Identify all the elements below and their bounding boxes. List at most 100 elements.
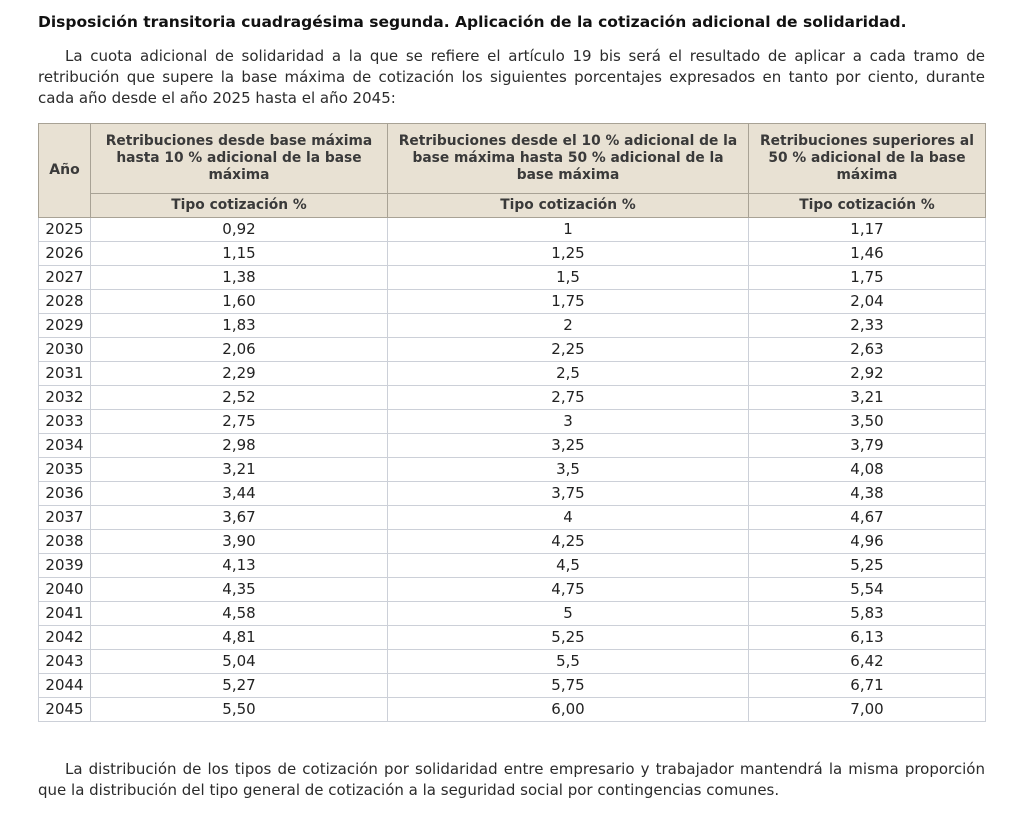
year-cell: 2026	[38, 241, 91, 266]
rate-cell: 1,38	[90, 265, 388, 290]
table-row: 2041 4,58 5 5,83	[38, 601, 986, 626]
rate-cell: 4,96	[748, 529, 986, 554]
rate-cell: 4,81	[90, 625, 388, 650]
rate-cell: 2,98	[90, 433, 388, 458]
rate-cell: 5,5	[387, 649, 749, 674]
rate-cell: 5,27	[90, 673, 388, 698]
rate-cell: 3,90	[90, 529, 388, 554]
solidarity-contribution-rates-table: Año Retribuciones desde base máxima hast…	[38, 123, 986, 722]
year-cell: 2045	[38, 697, 91, 722]
year-cell: 2039	[38, 553, 91, 578]
rate-cell: 3,50	[748, 409, 986, 434]
rate-cell: 4,67	[748, 505, 986, 530]
table-row: 2036 3,44 3,75 4,38	[38, 481, 986, 506]
table-row: 2031 2,29 2,5 2,92	[38, 361, 986, 386]
rate-cell: 2,5	[387, 361, 749, 386]
table-row: 2043 5,04 5,5 6,42	[38, 649, 986, 674]
year-cell: 2028	[38, 289, 91, 314]
rate-cell: 1	[387, 217, 749, 242]
rate-cell: 1,15	[90, 241, 388, 266]
year-cell: 2037	[38, 505, 91, 530]
table-header: Año Retribuciones desde base máxima hast…	[38, 123, 986, 218]
table-row: 2034 2,98 3,25 3,79	[38, 433, 986, 458]
rate-cell: 4	[387, 505, 749, 530]
rate-cell: 5,25	[387, 625, 749, 650]
rate-cell: 4,35	[90, 577, 388, 602]
rate-cell: 3,25	[387, 433, 749, 458]
rate-cell: 4,38	[748, 481, 986, 506]
year-cell: 2033	[38, 409, 91, 434]
year-cell: 2034	[38, 433, 91, 458]
header-row-tiers: Año Retribuciones desde base máxima hast…	[38, 123, 986, 218]
rate-cell: 2,75	[90, 409, 388, 434]
rate-cell: 7,00	[748, 697, 986, 722]
rate-cell: 3,21	[90, 457, 388, 482]
closing-paragraph: La distribución de los tipos de cotizaci…	[38, 760, 985, 799]
rate-cell: 4,08	[748, 457, 986, 482]
rate-cell: 2,04	[748, 289, 986, 314]
rate-cell: 2,06	[90, 337, 388, 362]
rate-cell: 5,54	[748, 577, 986, 602]
subheader-rate-tier-1: Tipo cotización %	[90, 193, 388, 218]
rate-cell: 6,13	[748, 625, 986, 650]
year-cell: 2025	[38, 217, 91, 242]
page-title: Disposición transitoria cuadragésima seg…	[38, 13, 907, 31]
intro-paragraph: La cuota adicional de solidaridad a la q…	[38, 47, 985, 107]
year-cell: 2040	[38, 577, 91, 602]
rate-cell: 6,42	[748, 649, 986, 674]
year-cell: 2035	[38, 457, 91, 482]
rate-cell: 2,25	[387, 337, 749, 362]
rate-cell: 2,63	[748, 337, 986, 362]
year-cell: 2031	[38, 361, 91, 386]
table-row: 2028 1,60 1,75 2,04	[38, 289, 986, 314]
rate-cell: 1,75	[748, 265, 986, 290]
rate-cell: 5,83	[748, 601, 986, 626]
table-row: 2026 1,15 1,25 1,46	[38, 241, 986, 266]
year-cell: 2029	[38, 313, 91, 338]
table-row: 2045 5,50 6,00 7,00	[38, 697, 986, 722]
table-row: 2035 3,21 3,5 4,08	[38, 457, 986, 482]
rate-cell: 0,92	[90, 217, 388, 242]
rate-cell: 2,29	[90, 361, 388, 386]
year-cell: 2041	[38, 601, 91, 626]
table-row: 2030 2,06 2,25 2,63	[38, 337, 986, 362]
year-column-header: Año	[38, 123, 91, 218]
rate-cell: 4,58	[90, 601, 388, 626]
rate-cell: 5,04	[90, 649, 388, 674]
rate-cell: 1,60	[90, 289, 388, 314]
subheader-rate-tier-2: Tipo cotización %	[387, 193, 749, 218]
header-row-subheaders: Tipo cotización % Tipo cotización % Tipo…	[39, 193, 986, 218]
rate-cell: 5,75	[387, 673, 749, 698]
rate-cell: 3,5	[387, 457, 749, 482]
rate-cell: 1,83	[90, 313, 388, 338]
table-body: 2025 0,92 1 1,17 2026 1,15 1,25 1,46 2027 1,38 1,5…	[38, 217, 986, 722]
rate-cell: 2	[387, 313, 749, 338]
rate-cell: 3	[387, 409, 749, 434]
rate-cell: 2,92	[748, 361, 986, 386]
rate-cell: 2,75	[387, 385, 749, 410]
rate-cell: 1,5	[387, 265, 749, 290]
rate-cell: 1,25	[387, 241, 749, 266]
rate-cell: 3,67	[90, 505, 388, 530]
rate-cell: 5	[387, 601, 749, 626]
table-row: 2037 3,67 4 4,67	[38, 505, 986, 530]
rate-cell: 4,75	[387, 577, 749, 602]
document-page: Disposición transitoria cuadragésima seg…	[38, 13, 986, 799]
year-cell: 2027	[38, 265, 91, 290]
rate-cell: 3,79	[748, 433, 986, 458]
rate-cell: 2,52	[90, 385, 388, 410]
rate-cell: 5,50	[90, 697, 388, 722]
rate-cell: 5,25	[748, 553, 986, 578]
table-row: 2039 4,13 4,5 5,25	[38, 553, 986, 578]
table-row: 2027 1,38 1,5 1,75	[38, 265, 986, 290]
subheader-rate-tier-3: Tipo cotización %	[748, 193, 986, 218]
rate-cell: 6,00	[387, 697, 749, 722]
table-row: 2038 3,90 4,25 4,96	[38, 529, 986, 554]
rate-cell: 3,44	[90, 481, 388, 506]
year-cell: 2032	[38, 385, 91, 410]
table-row: 2042 4,81 5,25 6,13	[38, 625, 986, 650]
table-row: 2032 2,52 2,75 3,21	[38, 385, 986, 410]
rate-cell: 1,75	[387, 289, 749, 314]
year-cell: 2043	[38, 649, 91, 674]
table-row: 2025 0,92 1 1,17	[38, 217, 986, 242]
